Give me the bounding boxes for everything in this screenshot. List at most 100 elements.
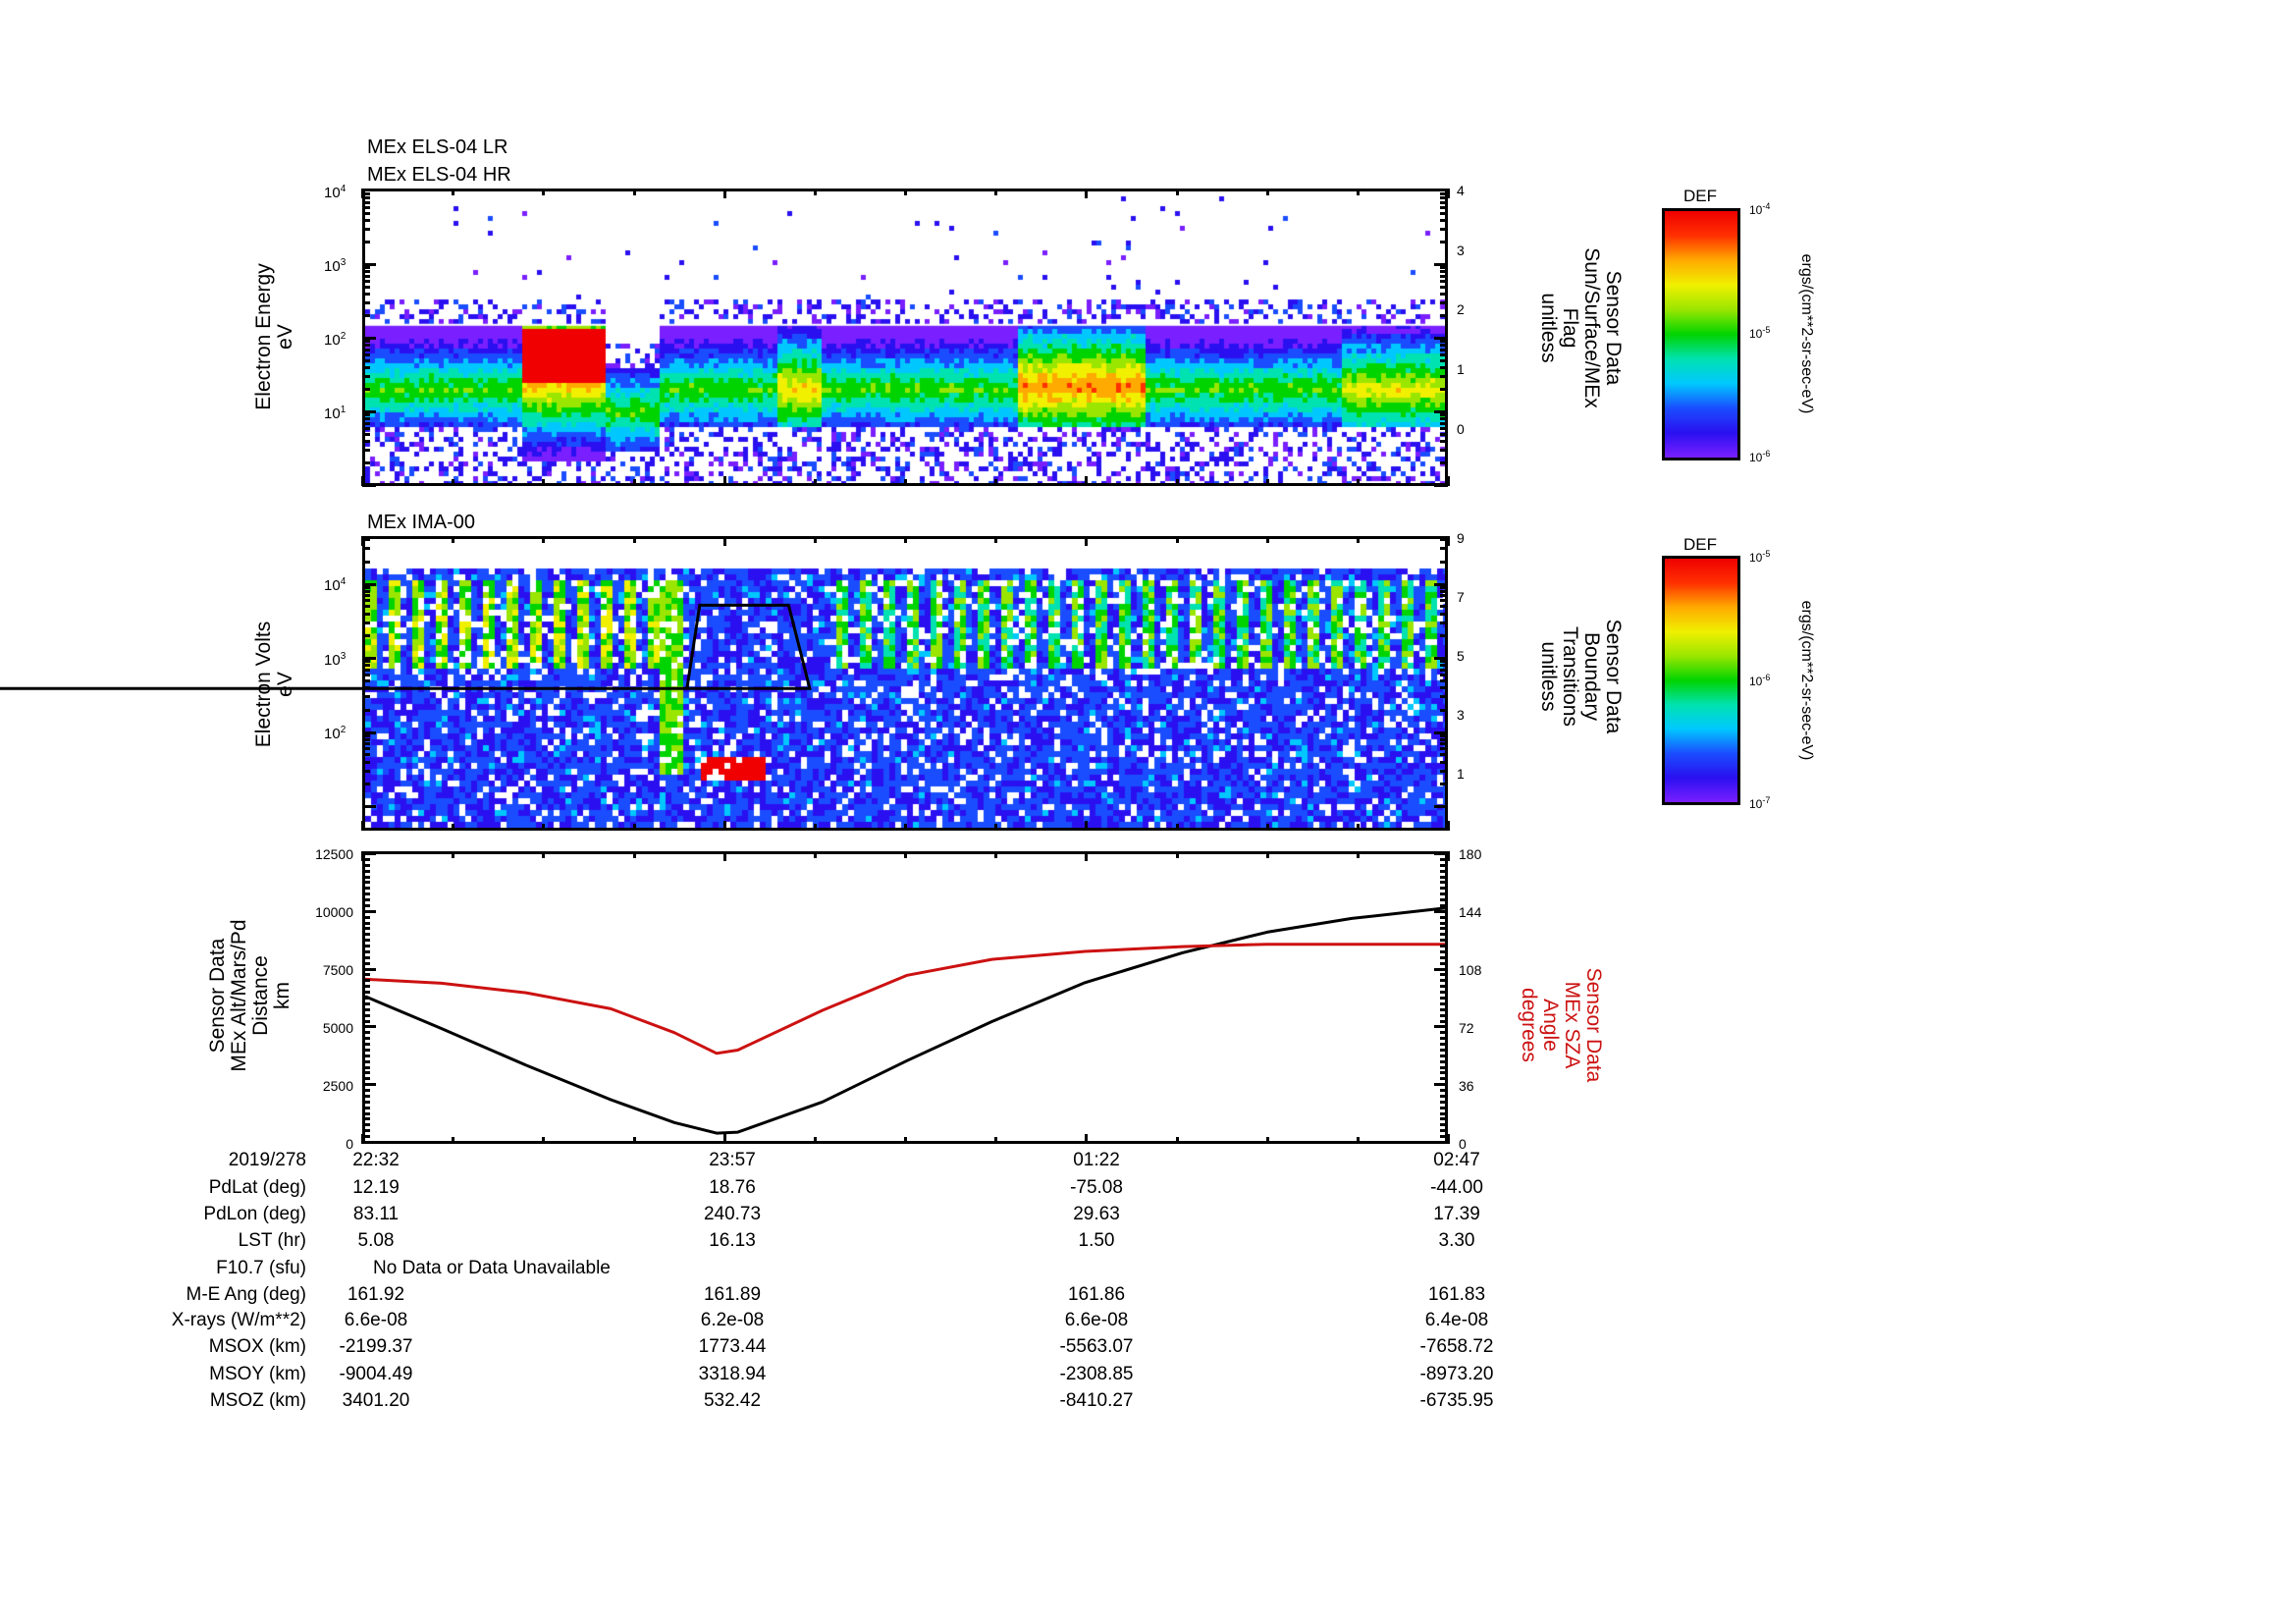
sza-rtick-72: 72: [1459, 1020, 1474, 1036]
els-rtick-1: 1: [1457, 361, 1465, 377]
table-cell: 240.73: [703, 1204, 762, 1224]
table-note: No Data or Data Unavailable: [373, 1258, 611, 1278]
colorbar1: [1662, 208, 1740, 460]
els-ylabel: Electron Energy eV: [252, 263, 296, 410]
table-row-label: M-E Ang (deg): [186, 1284, 307, 1305]
colorbar1-title: DEF: [1683, 187, 1717, 205]
table-row-label: MSOY (km): [209, 1364, 306, 1384]
panel1-title-hr: MEx ELS-04 HR: [367, 164, 511, 186]
els-spectrogram: [365, 191, 1445, 483]
boundary-transition-line: [0, 603, 812, 690]
colorbar2-mid-label: 10-6: [1749, 673, 1771, 688]
table-row-label: F10.7 (sfu): [216, 1258, 306, 1278]
table-cell: 5.08: [357, 1230, 395, 1251]
alt-ytick-2500: 2500: [322, 1078, 353, 1094]
sza-right-label: Sensor Data MEx SZA Angle degrees: [1518, 967, 1605, 1083]
orbit-lineplot: [364, 906, 1446, 1135]
els-rtick-0: 0: [1457, 421, 1465, 437]
table-row-label: PdLat (deg): [208, 1177, 306, 1198]
table-cell: -75.08: [1070, 1177, 1123, 1198]
table-cell: 6.6e-08: [1064, 1310, 1129, 1330]
els-ytick-1e4: 104: [324, 184, 347, 201]
ima-ytick-1e3: 103: [324, 651, 347, 669]
alt-ytick-5000: 5000: [322, 1020, 353, 1036]
table-cell: 17.39: [1433, 1204, 1480, 1224]
sza-rtick-36: 36: [1459, 1078, 1474, 1094]
alt-ytick-7500: 7500: [322, 962, 353, 978]
els-rtick-2: 2: [1457, 301, 1465, 317]
table-row-label: X-rays (W/m**2): [171, 1310, 306, 1330]
table-cell: 3401.20: [342, 1390, 410, 1411]
ima-rtick-3: 3: [1457, 707, 1465, 723]
colorbar1-mid-label: 10-5: [1749, 325, 1771, 341]
els-right-label: Sensor Data Sun/Surface/MEx Flag unitless: [1537, 247, 1625, 408]
table-cell: -2308.85: [1059, 1364, 1134, 1384]
colorbar1-top-label: 10-4: [1749, 201, 1771, 217]
table-cell: -6735.95: [1419, 1390, 1494, 1411]
table-cell: 83.11: [352, 1204, 400, 1224]
ima-rtick-1: 1: [1457, 766, 1465, 782]
alt-ytick-0: 0: [346, 1136, 353, 1152]
els-spectrogram-frame: [362, 189, 1448, 486]
time-tick-0: 22:32: [352, 1150, 400, 1170]
table-cell: 18.76: [709, 1177, 756, 1198]
table-cell: 161.89: [703, 1284, 762, 1305]
time-tick-2: 01:22: [1073, 1150, 1120, 1170]
colorbar2-bottom-label: 10-7: [1749, 795, 1771, 811]
table-cell: -8973.20: [1419, 1364, 1494, 1384]
alt-ytick-12500: 12500: [315, 846, 353, 862]
table-row-label: LST (hr): [238, 1230, 306, 1251]
table-cell: 3.30: [1438, 1230, 1475, 1251]
table-cell: 6.2e-08: [700, 1310, 765, 1330]
table-cell: -8410.27: [1059, 1390, 1134, 1411]
table-cell: 12.19: [352, 1177, 400, 1198]
els-ytick-1e3: 103: [324, 257, 347, 275]
table-cell: 29.63: [1073, 1204, 1120, 1224]
table-cell: -9004.49: [339, 1364, 413, 1384]
panel2-title: MEx IMA-00: [367, 512, 476, 533]
table-cell: -7658.72: [1419, 1336, 1494, 1357]
panel1-title-lr: MEx ELS-04 LR: [367, 136, 508, 158]
table-row-label: MSOZ (km): [209, 1390, 306, 1411]
ima-ytick-1e2: 102: [324, 725, 347, 742]
time-tick-3: 02:47: [1433, 1150, 1480, 1170]
date-label: 2019/278: [228, 1150, 306, 1170]
alt-ytick-10000: 10000: [315, 904, 353, 920]
table-cell: 6.6e-08: [344, 1310, 408, 1330]
ima-rtick-9: 9: [1457, 530, 1465, 546]
table-cell: 16.13: [709, 1230, 756, 1251]
time-tick-1: 23:57: [709, 1150, 756, 1170]
table-cell: 161.92: [347, 1284, 405, 1305]
table-cell: -2199.37: [339, 1336, 413, 1357]
table-cell: 1773.44: [698, 1336, 767, 1357]
table-cell: 161.86: [1067, 1284, 1126, 1305]
sza-rtick-0: 0: [1459, 1136, 1467, 1152]
orbit-lineplot-frame: [362, 851, 1448, 1144]
sza-rtick-144: 144: [1459, 904, 1482, 920]
table-cell: 532.42: [703, 1390, 762, 1411]
table-row-label: MSOX (km): [208, 1336, 306, 1357]
els-rtick-3: 3: [1457, 243, 1465, 258]
table-row-label: PdLon (deg): [203, 1204, 306, 1224]
table-cell: 3318.94: [698, 1364, 767, 1384]
els-rtick-4: 4: [1457, 183, 1465, 198]
colorbar1-unit: ergs/(cm**2-sr-sec-eV): [1798, 253, 1815, 414]
ima-spectrogram-frame: [0, 536, 1448, 831]
colorbar1-bottom-label: 10-6: [1749, 449, 1771, 464]
table-cell: 161.83: [1427, 1284, 1486, 1305]
els-ytick-1e1: 101: [324, 405, 347, 422]
ima-right-label: Sensor Data Boundary Transitions unitless: [1537, 619, 1625, 734]
sza-rtick-180: 180: [1459, 846, 1482, 862]
ima-ytick-1e4: 104: [324, 576, 347, 594]
els-ytick-1e2: 102: [324, 331, 347, 349]
ima-ylabel: Electron Volts eV: [252, 621, 296, 748]
colorbar2: [1662, 556, 1740, 805]
table-cell: -44.00: [1430, 1177, 1483, 1198]
ima-spectrogram: [365, 539, 1445, 828]
colorbar2-title: DEF: [1683, 535, 1717, 554]
alt-ylabel: Sensor Data MEx Alt/Mars/Pd Distance km: [206, 919, 294, 1072]
colorbar2-unit: ergs/(cm**2-sr-sec-eV): [1798, 600, 1815, 761]
table-cell: 6.4e-08: [1424, 1310, 1489, 1330]
table-cell: 1.50: [1078, 1230, 1115, 1251]
ima-rtick-5: 5: [1457, 648, 1465, 664]
